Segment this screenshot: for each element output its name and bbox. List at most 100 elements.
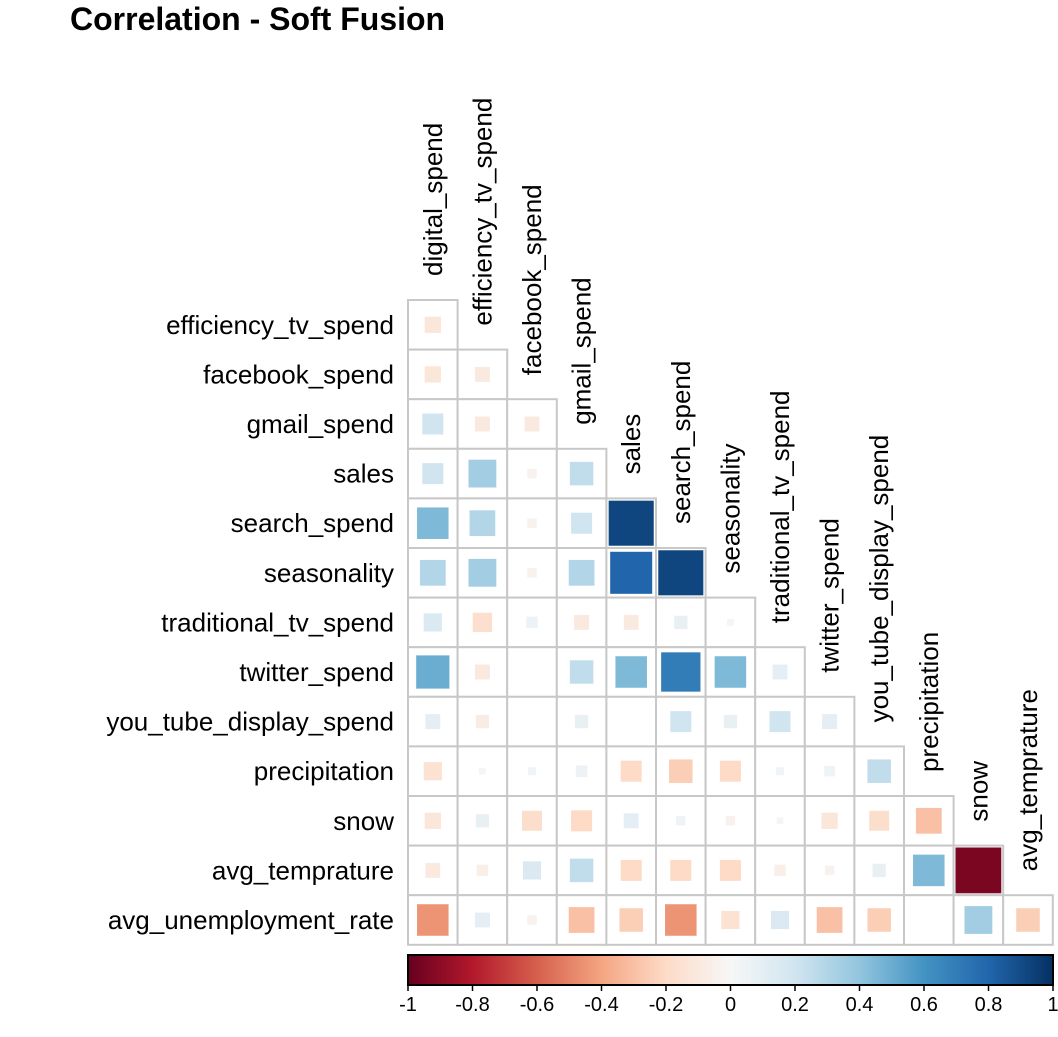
column-label: efficiency_tv_spend	[467, 98, 497, 326]
correlation-mark	[964, 906, 993, 934]
correlation-mark	[479, 767, 486, 775]
correlation-mark	[775, 767, 785, 776]
correlation-mark	[727, 619, 734, 626]
colorbar-tick-label: -0.4	[584, 994, 618, 1016]
correlation-mark	[824, 865, 835, 876]
column-label: snow	[963, 761, 993, 822]
correlation-mark	[913, 854, 945, 887]
colorbar-tick-label: 0.8	[975, 994, 1003, 1016]
correlation-mark	[569, 461, 594, 486]
column-label: sales	[616, 414, 646, 475]
column-label: facebook_spend	[517, 184, 547, 375]
colorbar-tick-label: 0.2	[781, 994, 809, 1016]
correlation-mark	[824, 765, 835, 777]
correlation-mark	[670, 711, 692, 733]
correlation-mark	[674, 615, 688, 630]
correlation-mark	[719, 859, 741, 881]
correlation-mark	[468, 459, 497, 488]
correlation-mark	[475, 814, 490, 828]
row-label: precipitation	[254, 756, 394, 786]
correlation-mark	[619, 908, 643, 932]
grid-cell	[407, 596, 459, 649]
correlation-mark	[669, 759, 693, 783]
correlation-mark	[955, 847, 1002, 894]
correlation-mark	[571, 512, 593, 534]
correlation-mark	[623, 614, 639, 630]
correlation-mark	[527, 915, 537, 925]
chart-title: Correlation - Soft Fusion	[70, 1, 445, 37]
column-label: digital_spend	[418, 123, 448, 276]
correlation-mark	[574, 614, 590, 630]
colorbar-gradient	[407, 954, 1054, 986]
correlation-mark	[725, 816, 736, 826]
correlation-mark	[469, 510, 496, 537]
column-label: search_spend	[666, 361, 696, 524]
correlation-mark	[417, 904, 449, 936]
correlation-mark	[568, 907, 595, 933]
correlation-mark	[527, 568, 537, 578]
column-label: avg_temprature	[1013, 689, 1043, 871]
grid-cell	[605, 695, 658, 748]
correlation-mark	[723, 714, 738, 729]
colorbar-tick-label: -1	[399, 994, 417, 1016]
grid-cell	[555, 497, 608, 549]
correlation-mark	[774, 864, 786, 877]
correlation-mark	[474, 416, 490, 432]
correlation-mark	[475, 714, 490, 729]
row-label: efficiency_tv_spend	[166, 310, 394, 340]
column-label: traditional_tv_spend	[765, 390, 795, 623]
correlation-mark	[615, 656, 647, 688]
correlation-mark	[869, 810, 890, 831]
column-label: you_tube_display_spend	[864, 435, 894, 723]
correlation-mark	[872, 863, 886, 878]
colorbar-tick-label: 0.4	[846, 994, 874, 1016]
correlation-mark	[423, 762, 442, 781]
row-label: twitter_spend	[239, 657, 394, 687]
correlation-mark	[665, 904, 697, 936]
correlation-mark	[1016, 908, 1040, 932]
correlation-mark	[769, 711, 791, 733]
correlation-mark	[610, 551, 653, 594]
correlation-mark	[569, 660, 594, 684]
correlation-mark	[474, 664, 490, 680]
correlation-mark	[474, 366, 490, 382]
correlation-mark	[522, 861, 542, 880]
correlation-mark	[527, 767, 537, 776]
correlation-mark	[474, 912, 490, 928]
grid-cell	[506, 695, 558, 748]
correlation-mark	[527, 518, 537, 528]
colorbar: -1 -0.8 -0.6 -0.4 -0.2 0 0.2 0.4 0.6 0.8 1	[399, 954, 1058, 1016]
correlation-mark	[571, 810, 593, 832]
correlation-mark	[719, 760, 741, 782]
correlation-mark	[422, 463, 444, 485]
column-label: twitter_spend	[815, 518, 845, 673]
correlation-mark	[608, 500, 654, 546]
correlation-mark	[472, 612, 493, 633]
correlation-mark	[476, 864, 489, 877]
correlation-mark	[776, 817, 784, 825]
correlation-mark	[524, 416, 540, 432]
correlation-mark	[670, 859, 692, 881]
correlation-mark	[419, 559, 446, 586]
correlation-mark	[417, 507, 449, 539]
correlation-mark	[468, 558, 497, 587]
correlation-mark	[416, 655, 450, 689]
column-label: gmail_spend	[567, 277, 597, 424]
row-label: sales	[333, 459, 394, 489]
column-labels: digital_spend efficiency_tv_spend facebook…	[418, 98, 1043, 872]
row-labels: efficiency_tv_spend facebook_spend gmail_s…	[106, 310, 394, 935]
correlation-mark	[423, 613, 442, 632]
correlation-mark	[772, 664, 788, 680]
row-label: traditional_tv_spend	[161, 607, 394, 637]
correlation-mark	[658, 550, 704, 596]
correlation-mark	[527, 468, 537, 479]
grid-cell	[506, 646, 558, 698]
correlation-mark	[816, 907, 843, 933]
correlation-mark	[569, 858, 594, 883]
row-label: avg_unemployment_rate	[108, 905, 394, 935]
correlation-mark	[822, 714, 838, 730]
cells-layer	[407, 299, 1054, 946]
colorbar-tick-label: 1	[1047, 994, 1058, 1016]
